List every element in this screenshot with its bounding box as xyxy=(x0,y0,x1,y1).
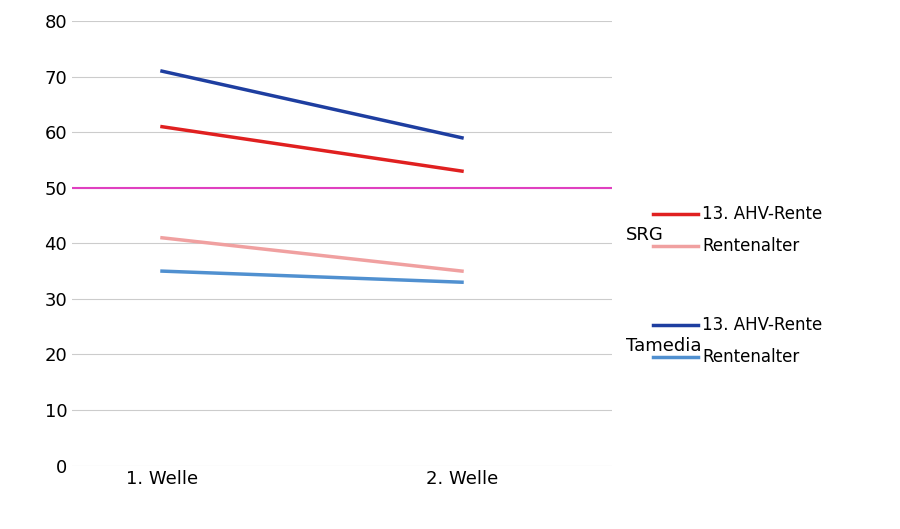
Text: Rentenalter: Rentenalter xyxy=(702,237,799,255)
Text: SRG: SRG xyxy=(626,226,663,244)
Text: Rentenalter: Rentenalter xyxy=(702,348,799,366)
Text: 13. AHV-Rente: 13. AHV-Rente xyxy=(702,205,823,223)
Text: Tamedia: Tamedia xyxy=(626,338,701,355)
Text: 13. AHV-Rente: 13. AHV-Rente xyxy=(702,316,823,334)
